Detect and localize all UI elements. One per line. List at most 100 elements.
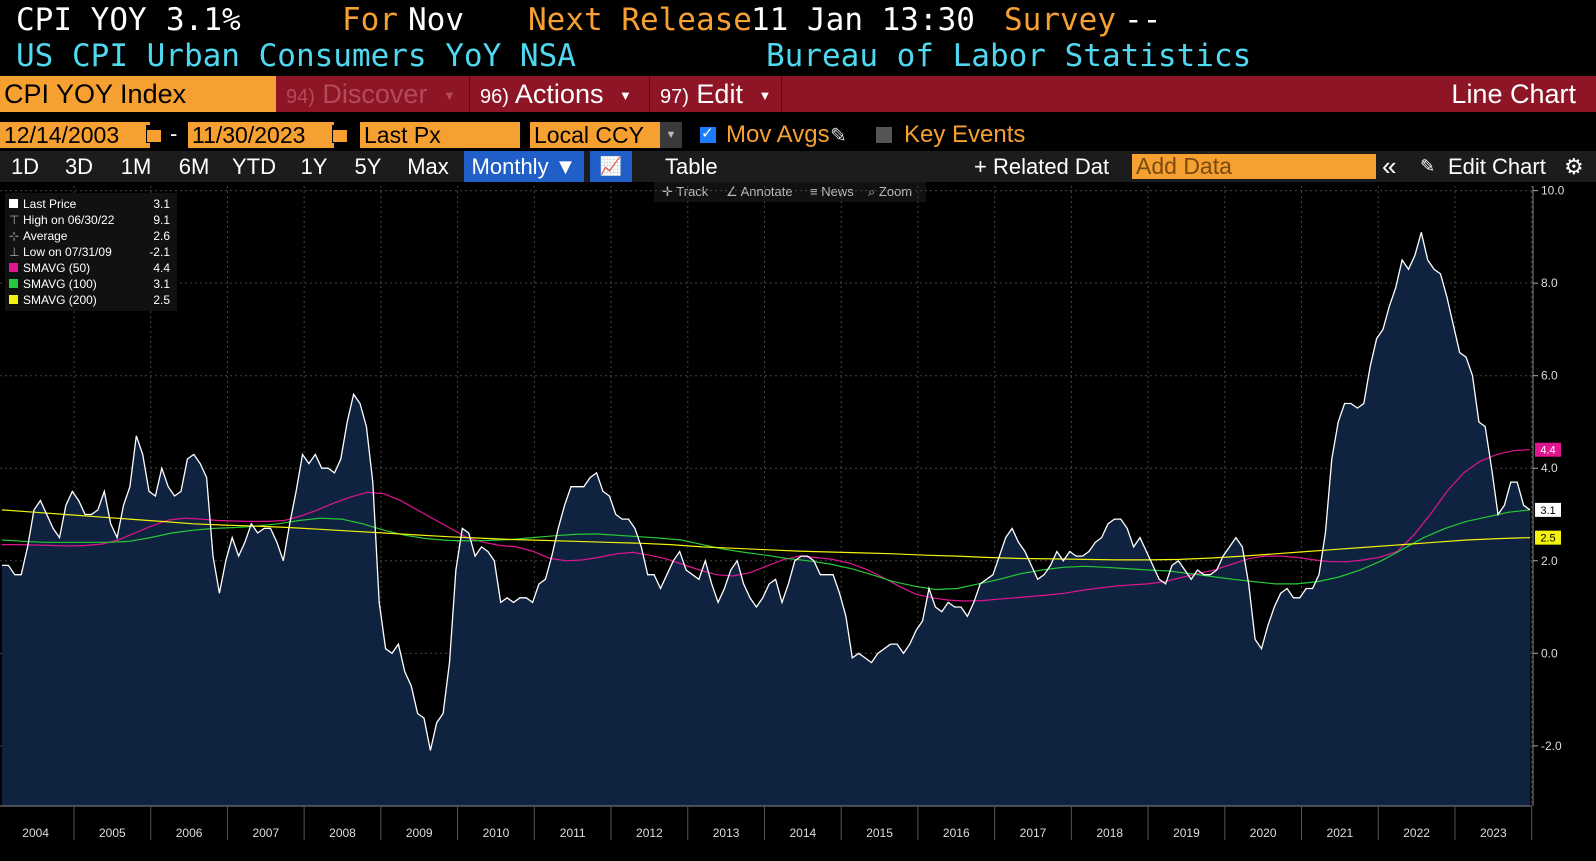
period-1y[interactable]: 1Y [300,154,328,179]
survey-value: -- [1124,2,1162,38]
series-smavg-50- [2,449,1531,602]
chart-plot [1,232,1531,807]
end-label-box [1535,502,1561,517]
line-chart-icon[interactable]: 📈 [590,151,632,182]
collapse-icon[interactable]: « [1382,151,1397,181]
end-calendar-icon[interactable] [332,125,348,143]
x-tick-label: 2008 [329,826,356,840]
x-tick-label: 2019 [1173,826,1200,840]
legend-marker-icon: ⊹ [9,229,20,243]
legend-value: 3.1 [153,277,170,291]
start-calendar-icon[interactable] [146,125,162,143]
actions-menu[interactable]: 96) Actions ▼ [470,76,650,112]
legend-value: 4.4 [153,261,170,275]
description-text: US CPI Urban Consumers YoY NSA [16,38,576,74]
legend-value: 9.1 [153,213,170,227]
news-tool[interactable]: ≡ News [810,184,854,199]
legend-label: SMAVG (200) [23,293,97,307]
legend-swatch [9,279,18,288]
discover-menu[interactable]: 94) Discover ▼ [276,76,470,112]
annotate-tool[interactable]: ∠ Annotate [726,184,793,199]
edit-chart-pencil-icon[interactable]: ✎ [1420,156,1436,176]
gear-icon[interactable]: ⚙ [1564,154,1584,179]
x-tick-label: 2021 [1327,826,1354,840]
currency-dropdown-icon[interactable]: ▼ [660,122,682,148]
y-tick-label: 2.0 [1541,554,1558,568]
pencil-icon[interactable]: ✎ [830,125,847,147]
legend-label: Low on 07/31/09 [23,245,112,259]
source-text: Bureau of Labor Statistics [766,38,1252,74]
y-tick-label: 10.0 [1541,184,1565,198]
legend-marker-icon: ⊤ [9,213,20,227]
frequency-select[interactable]: Monthly ▼ [464,151,584,182]
chart-tools: ✛ Track ∠ Annotate ≡ News ⌕ Zoom [654,182,926,202]
end-label-text: 3.1 [1540,505,1555,517]
x-tick-label: 2007 [252,826,279,840]
key-events-checkbox[interactable] [876,127,892,143]
related-data-button[interactable]: + Related Dat [974,154,1110,179]
legend-swatch [9,263,18,272]
end-label-text: 4.4 [1540,445,1555,457]
legend-label: Average [23,229,68,243]
edit-chart-button[interactable]: Edit Chart [1448,154,1546,179]
add-data-input[interactable]: Add Data [1132,154,1376,179]
last-value: 3.1% [166,2,241,38]
currency-select[interactable]: Local CCY [530,122,660,148]
quote-header: CPI YOY 3.1% For Nov Next Release 11 Jan… [16,2,1596,40]
period-3d[interactable]: 3D [64,154,94,179]
discover-num: 94) [286,86,315,108]
period-5y[interactable]: 5Y [354,154,382,179]
price-field-select[interactable]: Last Px [360,122,520,148]
cpi-line-chart[interactable]: 10.0 8.0 6.0 4.0 2.0 0.0 -2.0 2004 2005 2006 2007… [0,182,1596,861]
legend-row: ⊥ Low on 07/31/09 -2.1 [9,244,174,260]
range-bar: 12/14/2003 - 11/30/2023 Last Px Local CC… [0,121,1596,151]
security-field[interactable]: CPI YOY Index [0,76,276,112]
start-date-input[interactable]: 12/14/2003 [0,122,150,148]
key-events-label: Key Events [904,121,1026,148]
table-button[interactable]: Table [665,154,718,179]
x-tick-label: 2018 [1096,826,1123,840]
track-tool[interactable]: ✛ Track [662,184,709,199]
x-tick-label: 2005 [99,826,126,840]
legend-swatch [9,199,18,208]
legend-value: 2.5 [153,293,170,307]
legend-swatch [9,295,18,304]
x-tick-label: 2016 [943,826,970,840]
legend-row: ⊤ High on 06/30/22 9.1 [9,212,174,228]
period-bar: 1D 3D 1M 6M YTD 1Y 5Y Max Monthly ▼ 📈 Ta… [0,151,1596,182]
end-date-input[interactable]: 11/30/2023 [188,122,334,148]
edit-menu[interactable]: 97) Edit ▼ [650,76,782,112]
zoom-tool[interactable]: ⌕ Zoom [868,184,913,199]
x-tick-label: 2009 [406,826,433,840]
period-ytd[interactable]: YTD [232,154,276,179]
for-label: For [342,2,398,38]
x-tick-label: 2011 [560,826,586,840]
x-tick-label: 2013 [713,826,740,840]
legend-label: SMAVG (100) [23,277,97,291]
x-tick-label: 2004 [22,826,49,840]
period-6m[interactable]: 6M [178,154,210,179]
period-1d[interactable]: 1D [10,154,40,179]
x-tick-label: 2017 [1020,826,1047,840]
for-value: Nov [408,2,464,38]
legend-row: SMAVG (50) 4.4 [9,260,174,276]
next-release-label: Next Release [528,2,752,38]
mov-avgs-label: Mov Avgs [726,121,830,148]
chart-type-label[interactable]: Line Chart [1451,79,1576,109]
x-tick-label: 2023 [1480,826,1507,840]
mov-avgs-checkbox[interactable] [700,124,716,143]
x-tick-label: 2010 [483,826,510,840]
chart-legend: Last Price 3.1 ⊤ High on 06/30/22 9.1 ⊹ Averag… [5,193,177,311]
x-tick-label: 2012 [636,826,663,840]
legend-value: -2.1 [149,245,170,259]
legend-label: SMAVG (50) [23,261,91,275]
period-max[interactable]: Max [407,154,449,179]
legend-value: 2.6 [153,229,170,243]
edit-num: 97) [660,86,689,108]
period-1m[interactable]: 1M [120,154,152,179]
actions-caret-icon: ▼ [618,87,632,103]
x-tick-label: 2006 [176,826,203,840]
legend-row: SMAVG (200) 2.5 [9,292,174,308]
legend-marker-icon: ⊥ [9,245,20,259]
x-tick-label: 2015 [866,826,893,840]
